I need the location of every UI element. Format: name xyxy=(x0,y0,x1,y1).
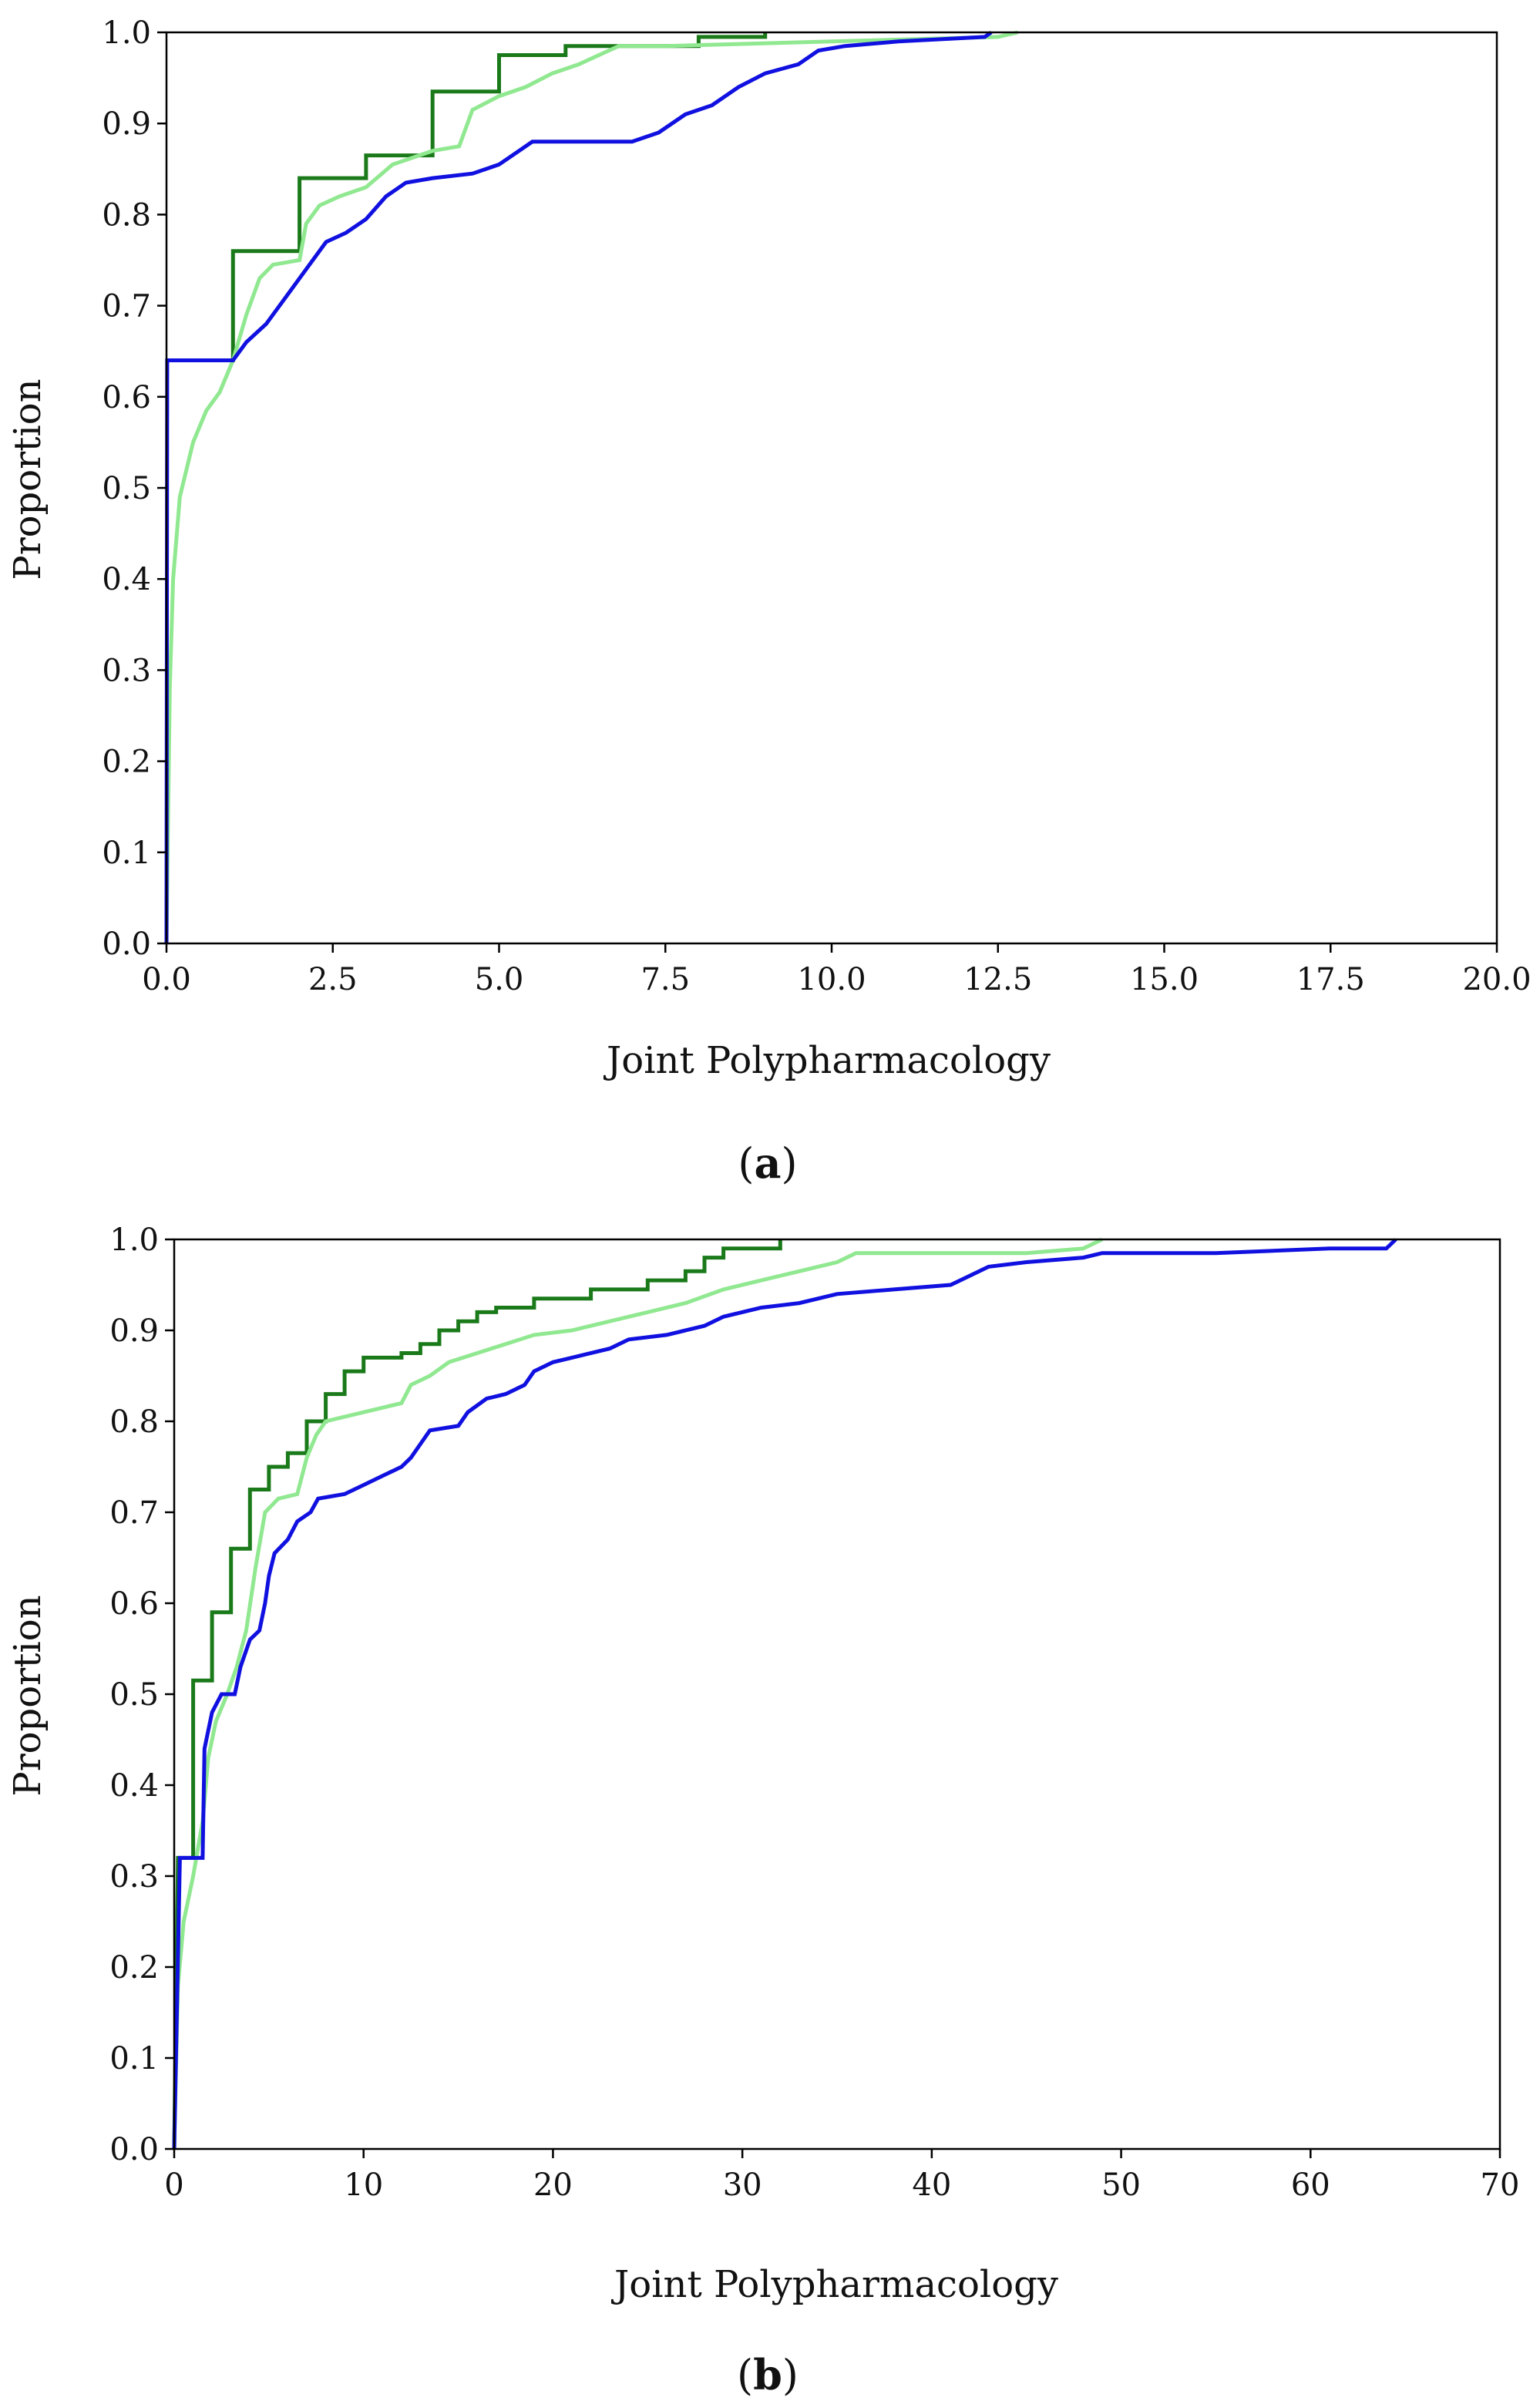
y-tick-label-b-2: 0.2 xyxy=(109,1950,159,1986)
y-tick-label-a-0: 0.0 xyxy=(102,926,151,962)
y-tick-label-b-3: 0.3 xyxy=(109,1859,159,1895)
series-line-b-1 xyxy=(172,1239,782,2150)
x-tick-label-b-1: 10 xyxy=(344,2167,383,2203)
x-tick-label-a-6: 15.0 xyxy=(1130,962,1199,997)
y-tick-label-b-0: 0.0 xyxy=(109,2132,159,2167)
x-tick-label-a-1: 2.5 xyxy=(308,962,358,997)
y-tick-label-a-9: 0.9 xyxy=(102,106,151,142)
y-axis-label-a: Proportion xyxy=(6,378,49,580)
y-tick-label-b-1: 0.1 xyxy=(109,2041,159,2076)
chart-panel-b: Proportion Joint Polypharmacology (b) 0 1… xyxy=(6,1222,1519,2399)
series-line-a-1 xyxy=(166,32,768,362)
y-tick-label-b-9: 0.9 xyxy=(109,1313,159,1349)
y-tick-label-b-8: 0.8 xyxy=(109,1404,159,1440)
panel-caption-b: (b) xyxy=(737,2350,799,2399)
series-line-a-2 xyxy=(164,30,1019,944)
y-tick-label-b-5: 0.5 xyxy=(109,1677,159,1713)
x-tick-label-b-6: 60 xyxy=(1291,2167,1330,2203)
y-tick-label-a-10: 1.0 xyxy=(102,15,151,51)
x-tick-label-b-5: 50 xyxy=(1101,2167,1141,2203)
x-axis-label-b: Joint Polypharmacology xyxy=(610,2263,1058,2306)
y-tick-label-b-7: 0.7 xyxy=(109,1495,159,1531)
y-tick-label-a-8: 0.8 xyxy=(102,197,151,233)
x-tick-label-b-7: 70 xyxy=(1481,2167,1520,2203)
panel-letter-a: a xyxy=(755,1138,782,1188)
chart-panel-a: Proportion Joint Polypharmacology (a) 0.… xyxy=(6,15,1532,1188)
y-tick-label-b-6: 0.6 xyxy=(109,1586,159,1622)
series-line-b-2 xyxy=(172,1237,1104,2150)
y-tick-label-a-5: 0.5 xyxy=(102,471,151,506)
panel-letter-b: b xyxy=(753,2350,782,2399)
x-tick-label-b-0: 0 xyxy=(164,2167,183,2203)
x-tick-label-a-5: 12.5 xyxy=(963,962,1032,997)
x-tick-label-b-2: 20 xyxy=(533,2167,573,2203)
x-tick-label-b-3: 30 xyxy=(723,2167,762,2203)
y-tick-label-b-4: 0.4 xyxy=(109,1768,159,1804)
y-tick-label-a-4: 0.4 xyxy=(102,562,151,597)
y-tick-label-a-6: 0.6 xyxy=(102,380,151,415)
x-tick-label-b-4: 40 xyxy=(912,2167,951,2203)
x-tick-label-a-7: 17.5 xyxy=(1296,962,1365,997)
x-axis-label-a: Joint Polypharmacology xyxy=(603,1039,1051,1082)
series-line-a-3 xyxy=(164,30,993,944)
x-tick-label-a-3: 7.5 xyxy=(641,962,690,997)
x-tick-label-a-8: 20.0 xyxy=(1462,962,1531,997)
y-tick-label-a-2: 0.2 xyxy=(102,745,151,780)
y-axis-label-b: Proportion xyxy=(6,1595,49,1796)
panel-caption-a: (a) xyxy=(738,1138,797,1188)
x-tick-label-a-4: 10.0 xyxy=(797,962,866,997)
x-tick-label-a-0: 0.0 xyxy=(142,962,191,997)
series-line-b-3 xyxy=(172,1238,1397,2150)
y-tick-label-b-10: 1.0 xyxy=(109,1222,159,1258)
plot-frame-b xyxy=(173,1238,1501,2150)
y-tick-label-a-3: 0.3 xyxy=(102,653,151,688)
x-tick-label-a-2: 5.0 xyxy=(475,962,524,997)
y-tick-label-a-1: 0.1 xyxy=(102,836,151,871)
y-tick-label-a-7: 0.7 xyxy=(102,289,151,325)
